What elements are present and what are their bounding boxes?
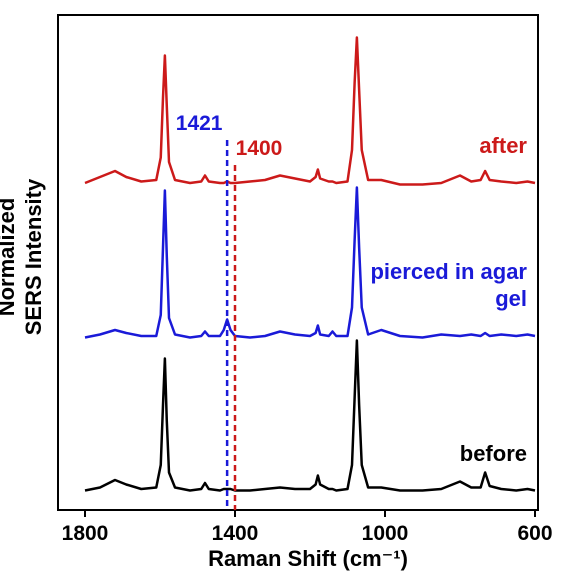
x-tick-label: 600 (517, 522, 552, 545)
series-label: after (479, 133, 527, 158)
x-tick-label: 1000 (362, 522, 409, 545)
spectrum-line (84, 36, 536, 186)
series-label: before (459, 441, 527, 466)
x-tick-label: 1400 (212, 522, 259, 545)
spectrum-line (84, 339, 536, 492)
annotation-label: 1421 (176, 112, 223, 135)
x-tick-label: 1800 (62, 522, 109, 545)
series-label: pierced in agar gel (370, 259, 527, 311)
annotation-label: 1400 (236, 137, 283, 160)
x-axis-label: Raman Shift (cm⁻¹) (208, 546, 408, 571)
y-axis-label: Normalized SERS Intensity (0, 107, 47, 407)
y-axis-label-text: Normalized SERS Intensity (0, 178, 46, 336)
spectrum-line (84, 186, 536, 339)
plot-frame (57, 14, 539, 511)
